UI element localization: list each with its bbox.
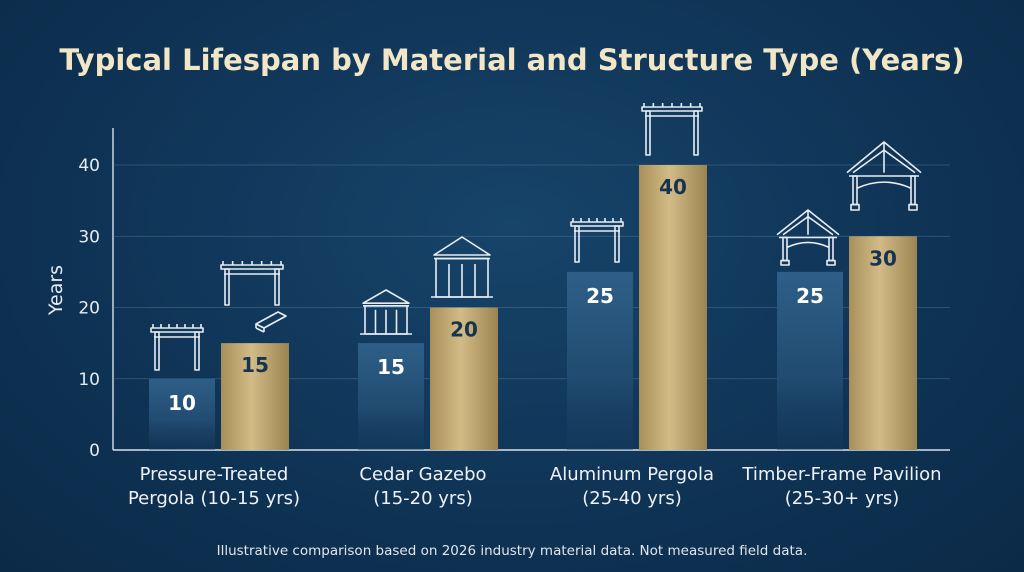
bar-max-label: 40 bbox=[659, 175, 687, 199]
category-label: Aluminum Pergola bbox=[550, 464, 714, 485]
category-label: (15-20 yrs) bbox=[373, 488, 473, 509]
bar-max-label: 15 bbox=[241, 353, 269, 377]
bar-min bbox=[777, 271, 843, 450]
y-tick-label: 20 bbox=[78, 299, 100, 319]
gazebo-icon bbox=[431, 236, 493, 298]
bar-max bbox=[430, 307, 498, 450]
lumber-board-icon bbox=[255, 311, 287, 333]
y-tick-label: 0 bbox=[89, 441, 100, 461]
bar-min bbox=[358, 343, 424, 450]
pergola-icon bbox=[641, 103, 703, 156]
bar-min-label: 25 bbox=[796, 284, 824, 308]
category-label: Cedar Gazebo bbox=[359, 464, 486, 485]
pavilion-icon bbox=[776, 209, 840, 266]
category-label: (25-40 yrs) bbox=[582, 488, 682, 509]
chart-title: Typical Lifespan by Material and Structu… bbox=[59, 43, 964, 77]
category-label: Timber-Frame Pavilion bbox=[741, 464, 941, 485]
pergola-icon bbox=[570, 218, 624, 263]
bar-min-label: 10 bbox=[168, 391, 196, 415]
bar-max-label: 30 bbox=[869, 246, 897, 270]
category-label: Pressure-Treated bbox=[140, 464, 289, 485]
gazebo-icon bbox=[360, 289, 412, 335]
pergola-icon bbox=[150, 324, 204, 371]
pavilion-icon bbox=[846, 141, 922, 211]
structure-icons bbox=[150, 103, 922, 371]
category-label: (25-30+ yrs) bbox=[785, 488, 900, 509]
y-tick-label: 30 bbox=[78, 227, 100, 247]
bar-min bbox=[149, 378, 215, 450]
category-labels: Pressure-Treated Pergola (10-15 yrs) Cedar… bbox=[128, 464, 942, 509]
bar-max bbox=[221, 343, 289, 450]
pergola-icon bbox=[220, 261, 284, 306]
bar-min-label: 25 bbox=[586, 284, 614, 308]
bar-max-label: 20 bbox=[450, 318, 478, 342]
y-tick-label: 10 bbox=[78, 370, 100, 390]
bars: 10 15 15 20 25 40 25 30 bbox=[149, 165, 917, 450]
y-tick-label: 40 bbox=[78, 156, 100, 176]
category-label: Pergola (10-15 yrs) bbox=[128, 488, 300, 509]
bar-min bbox=[567, 271, 633, 450]
bar-max bbox=[849, 236, 917, 450]
bar-min-label: 15 bbox=[377, 355, 405, 379]
y-axis-label: Years bbox=[45, 265, 67, 316]
footnote: Illustrative comparison based on 2026 in… bbox=[217, 543, 808, 559]
bar-max bbox=[639, 165, 707, 450]
y-axis-ticks: 0 10 20 30 40 bbox=[78, 156, 100, 461]
